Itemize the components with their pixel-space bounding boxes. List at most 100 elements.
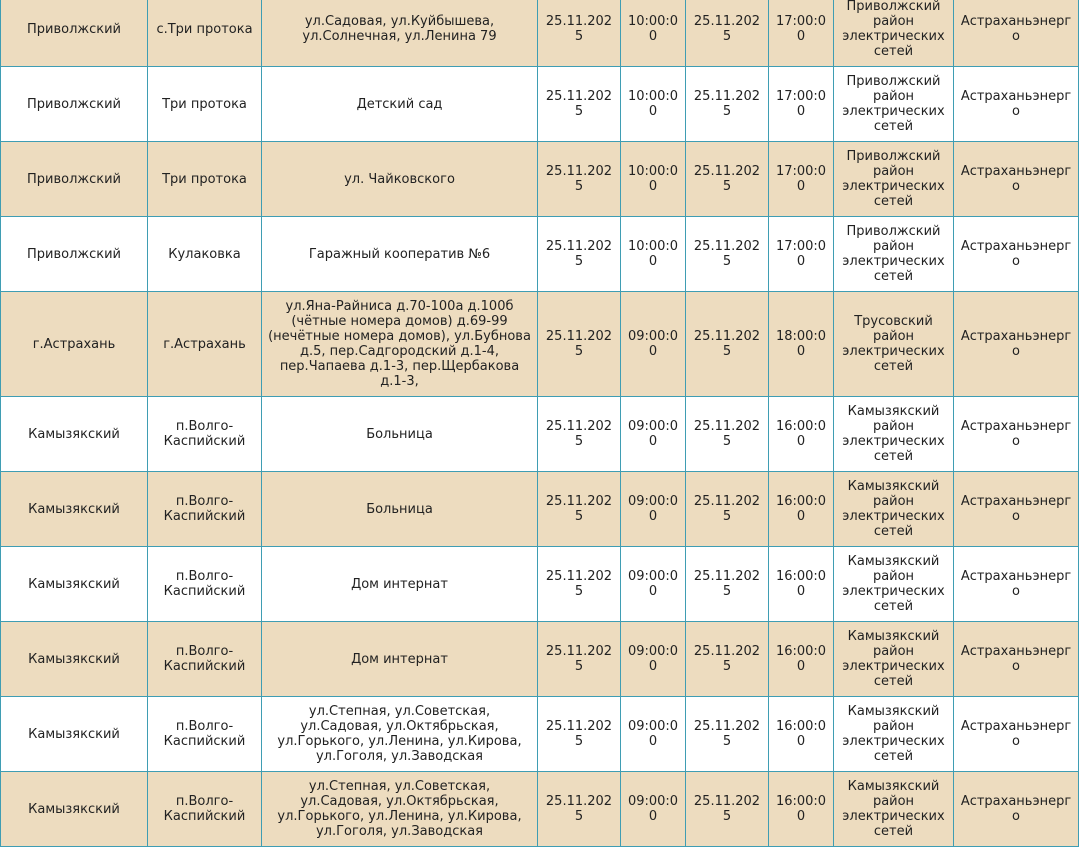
table-row: Приволжский Три протока Детский сад 25.11.2… [0,66,1079,142]
end-date-cell: 25.11.2025 [685,216,769,292]
address-cell: Больница [261,471,538,547]
table-row: Камызякский п.Волго-Каспийский ул.Степная,… [0,771,1079,847]
district-cell: Камызякский [0,396,148,472]
settlement-cell: п.Волго-Каспийский [147,546,262,622]
company-cell: Астраханьэнерго [953,141,1079,217]
address-cell: ул. Чайковского [261,141,538,217]
grid-unit-cell: Камызякский район электрических сетей [833,396,954,472]
start-date-cell: 25.11.2025 [537,291,621,397]
table-row: г.Астрахань г.Астрахань ул.Яна-Райниса д.7… [0,291,1079,397]
settlement-cell: г.Астрахань [147,291,262,397]
grid-unit-cell: Камызякский район электрических сетей [833,696,954,772]
address-cell: Гаражный кооператив №6 [261,216,538,292]
grid-unit-cell: Приволжский район электрических сетей [833,141,954,217]
start-time-cell: 09:00:00 [620,771,686,847]
grid-unit-cell: Камызякский район электрических сетей [833,771,954,847]
company-cell: Астраханьэнерго [953,546,1079,622]
start-date-cell: 25.11.2025 [537,471,621,547]
district-cell: Приволжский [0,141,148,217]
company-cell: Астраханьэнерго [953,771,1079,847]
grid-unit-cell: Камызякский район электрических сетей [833,471,954,547]
end-time-cell: 18:00:00 [768,291,834,397]
start-date-cell: 25.11.2025 [537,141,621,217]
end-time-cell: 17:00:00 [768,0,834,67]
end-date-cell: 25.11.2025 [685,696,769,772]
settlement-cell: п.Волго-Каспийский [147,696,262,772]
table-row: Камызякский п.Волго-Каспийский Больница 25.… [0,396,1079,472]
table-row: Камызякский п.Волго-Каспийский Дом интерна… [0,621,1079,697]
start-date-cell: 25.11.2025 [537,0,621,67]
grid-unit-cell: Камызякский район электрических сетей [833,546,954,622]
end-time-cell: 16:00:00 [768,696,834,772]
start-time-cell: 09:00:00 [620,696,686,772]
address-cell: Дом интернат [261,621,538,697]
table-row: Камызякский п.Волго-Каспийский Дом интерна… [0,546,1079,622]
settlement-cell: Три протока [147,141,262,217]
district-cell: Камызякский [0,471,148,547]
start-date-cell: 25.11.2025 [537,396,621,472]
start-time-cell: 09:00:00 [620,471,686,547]
address-cell: ул.Степная, ул.Советская, ул.Садовая, ул… [261,696,538,772]
address-cell: Детский сад [261,66,538,142]
start-date-cell: 25.11.2025 [537,216,621,292]
district-cell: г.Астрахань [0,291,148,397]
grid-unit-cell: Трусовский район электрических сетей [833,291,954,397]
grid-unit-cell: Приволжский район электрических сетей [833,66,954,142]
end-time-cell: 16:00:00 [768,471,834,547]
start-date-cell: 25.11.2025 [537,621,621,697]
district-cell: Камызякский [0,696,148,772]
start-date-cell: 25.11.2025 [537,546,621,622]
company-cell: Астраханьэнерго [953,216,1079,292]
start-time-cell: 10:00:00 [620,141,686,217]
end-date-cell: 25.11.2025 [685,621,769,697]
company-cell: Астраханьэнерго [953,66,1079,142]
district-cell: Приволжский [0,216,148,292]
settlement-cell: Три протока [147,66,262,142]
company-cell: Астраханьэнерго [953,621,1079,697]
start-date-cell: 25.11.2025 [537,771,621,847]
end-date-cell: 25.11.2025 [685,771,769,847]
grid-unit-cell: Приволжский район электрических сетей [833,216,954,292]
table-row: Камызякский п.Волго-Каспийский Больница 25.… [0,471,1079,547]
start-date-cell: 25.11.2025 [537,696,621,772]
company-cell: Астраханьэнерго [953,696,1079,772]
start-time-cell: 09:00:00 [620,396,686,472]
company-cell: Астраханьэнерго [953,396,1079,472]
district-cell: Приволжский [0,66,148,142]
address-cell: ул.Яна-Райниса д.70-100а д.100б (чётные … [261,291,538,397]
grid-unit-cell: Приволжский район электрических сетей [833,0,954,67]
company-cell: Астраханьэнерго [953,0,1079,67]
end-time-cell: 16:00:00 [768,396,834,472]
end-time-cell: 17:00:00 [768,141,834,217]
grid-unit-cell: Камызякский район электрических сетей [833,621,954,697]
table-row: Камызякский п.Волго-Каспийский ул.Степная,… [0,696,1079,772]
end-date-cell: 25.11.2025 [685,546,769,622]
start-time-cell: 10:00:00 [620,66,686,142]
end-time-cell: 16:00:00 [768,546,834,622]
table-row: Приволжский Три протока ул. Чайковского 25.… [0,141,1079,217]
company-cell: Астраханьэнерго [953,291,1079,397]
table-row: Приволжский с.Три протока ул.Садовая, ул.К… [0,0,1079,67]
settlement-cell: п.Волго-Каспийский [147,471,262,547]
settlement-cell: п.Волго-Каспийский [147,396,262,472]
table-row: Приволжский Кулаковка Гаражный кооператив … [0,216,1079,292]
end-time-cell: 16:00:00 [768,621,834,697]
end-date-cell: 25.11.2025 [685,141,769,217]
address-cell: ул.Садовая, ул.Куйбышева, ул.Солнечная, … [261,0,538,67]
start-time-cell: 09:00:00 [620,291,686,397]
settlement-cell: п.Волго-Каспийский [147,621,262,697]
end-time-cell: 17:00:00 [768,216,834,292]
end-date-cell: 25.11.2025 [685,471,769,547]
end-time-cell: 16:00:00 [768,771,834,847]
settlement-cell: п.Волго-Каспийский [147,771,262,847]
district-cell: Камызякский [0,621,148,697]
district-cell: Камызякский [0,771,148,847]
settlement-cell: с.Три протока [147,0,262,67]
end-date-cell: 25.11.2025 [685,291,769,397]
address-cell: Дом интернат [261,546,538,622]
start-time-cell: 09:00:00 [620,621,686,697]
end-time-cell: 17:00:00 [768,66,834,142]
address-cell: Больница [261,396,538,472]
address-cell: ул.Степная, ул.Советская, ул.Садовая, ул… [261,771,538,847]
